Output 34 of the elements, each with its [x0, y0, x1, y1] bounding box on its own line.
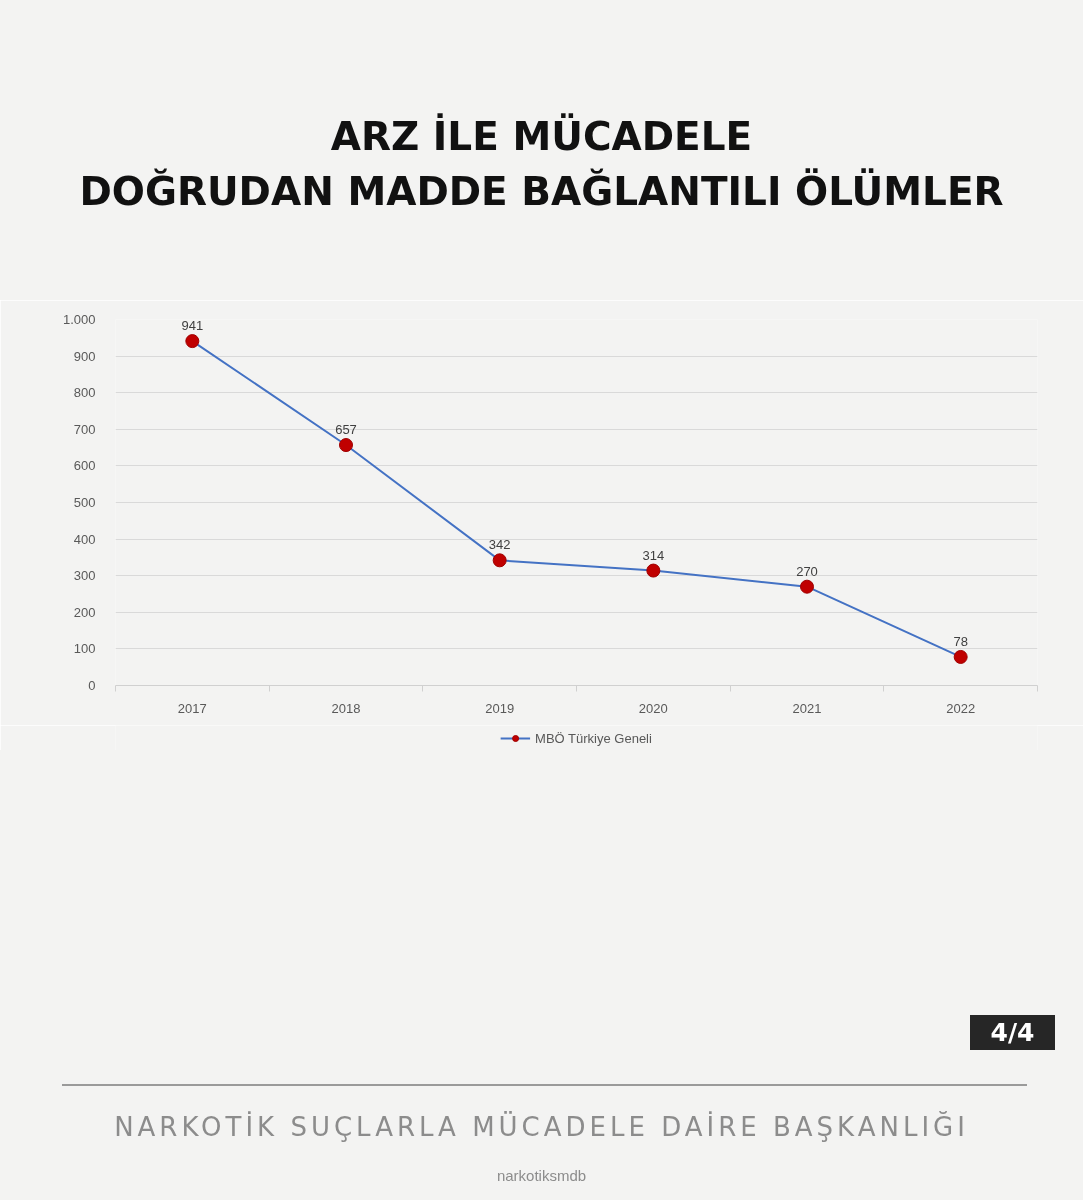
- point: [646, 563, 661, 578]
- data-label: 314: [642, 547, 665, 563]
- data-label: 941: [181, 318, 204, 334]
- data-label: 342: [488, 537, 511, 553]
- y-tick-label: 200: [73, 604, 96, 620]
- data-label: 78: [953, 633, 968, 649]
- y-tick-label: 500: [73, 495, 96, 510]
- text: NARKOTİK SUÇLARLA MÜCADELE DAİRE BAŞKANLIĞI: [113, 1112, 970, 1142]
- y-tick-label: 600: [73, 458, 96, 474]
- x-tick-label: 2017: [177, 700, 207, 716]
- y-tick-label: 1.000: [62, 312, 96, 327]
- y-tick-label: 900: [73, 348, 96, 364]
- x-tick-label: 2019: [485, 700, 515, 716]
- point: [492, 553, 507, 568]
- text: 4/4: [970, 1015, 1055, 1050]
- x-tick-label: 2018: [331, 700, 361, 716]
- data-label: 270: [796, 563, 818, 579]
- data-label: 657: [335, 422, 357, 438]
- chart-title: ARZ İLE MÜCADELE DOĞRUDAN MADDE BAĞLANTILI ÖLÜMLER: [78, 114, 1005, 215]
- point: [800, 579, 814, 594]
- y-tick-label: 0: [88, 678, 96, 693]
- x-tick-label: 2020: [638, 700, 668, 716]
- text: narkotiksmdb: [495, 1167, 588, 1185]
- point: [953, 649, 968, 664]
- y-tick-label: 300: [73, 568, 96, 584]
- y-tick-label: 700: [73, 421, 96, 437]
- y-tick-label: 400: [73, 531, 96, 547]
- x-tick-label: 2021: [792, 700, 822, 716]
- point: [339, 438, 353, 453]
- y-tick-label: 800: [73, 385, 96, 401]
- legend-label: MBÖ Türkiye Geneli: [535, 730, 652, 745]
- y-tick-label: 100: [73, 641, 96, 657]
- point: [185, 334, 200, 349]
- x-tick-label: 2022: [946, 700, 976, 716]
